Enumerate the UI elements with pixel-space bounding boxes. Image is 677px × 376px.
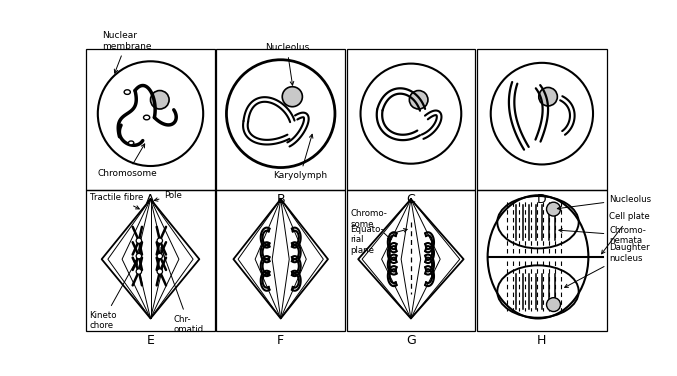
Text: D: D [537,193,547,206]
Text: Daughter
nucleus: Daughter nucleus [565,243,650,287]
Text: A: A [146,193,155,206]
Text: B: B [276,193,285,206]
Circle shape [136,269,141,274]
Text: Tractile fibre: Tractile fibre [90,193,144,209]
Text: Equato-
rial
plane: Equato- rial plane [351,225,407,255]
Circle shape [410,91,428,109]
Circle shape [136,253,141,259]
Ellipse shape [124,90,131,94]
Text: Karyolymph: Karyolymph [273,134,327,180]
Text: Chromo-
nemata: Chromo- nemata [559,226,646,245]
Text: E: E [146,334,154,347]
Bar [477,49,607,190]
Text: Nucleolus: Nucleolus [557,195,651,210]
Circle shape [157,269,162,274]
Text: Nucleolus: Nucleolus [265,43,309,85]
Bar [347,49,475,190]
Ellipse shape [144,115,150,120]
Text: Kineto
chore: Kineto chore [89,259,137,330]
Text: Pole: Pole [154,191,182,201]
Text: Nuclear
membrane: Nuclear membrane [102,31,152,73]
Text: G: G [406,334,416,347]
Text: Chromo-
some: Chromo- some [351,209,391,240]
Text: Cell plate: Cell plate [602,212,650,254]
Bar [217,49,345,190]
Circle shape [546,202,561,216]
Circle shape [539,88,557,106]
Bar [86,49,215,190]
Circle shape [546,298,561,312]
Text: Chromosome: Chromosome [97,144,157,178]
Text: H: H [537,334,546,347]
Bar [217,190,345,331]
Bar [347,190,475,331]
Text: Chr-
omatid: Chr- omatid [160,247,204,334]
Circle shape [157,253,162,259]
Bar [477,190,607,331]
Text: F: F [277,334,284,347]
Circle shape [150,91,169,109]
Circle shape [282,87,303,107]
Circle shape [157,238,162,243]
Circle shape [136,238,141,243]
Ellipse shape [129,141,134,145]
Text: C: C [406,193,415,206]
Bar [86,190,215,331]
